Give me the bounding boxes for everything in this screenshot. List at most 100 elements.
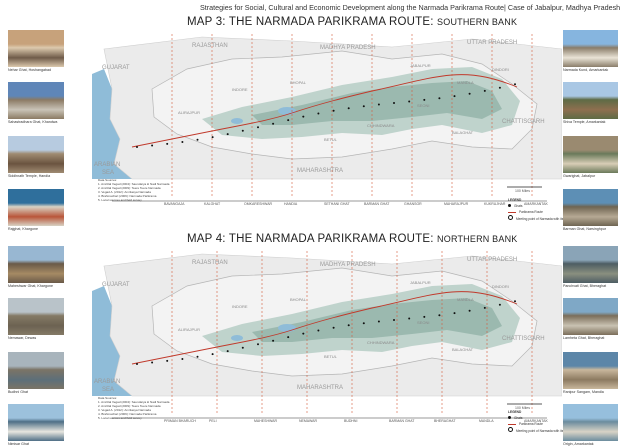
ghat-point xyxy=(272,339,275,342)
right-photo xyxy=(563,246,618,283)
left-photo-caption: Nemawar, Dewas xyxy=(8,336,37,340)
state-label-rajasthan: RAJASTHAN xyxy=(192,260,228,266)
ghat-point xyxy=(196,355,199,358)
ghat-point xyxy=(181,358,184,360)
map4-svg: PRIMAN BHARUCH PELI MAHESHWAR NEMAWAR BUDHNI… xyxy=(92,251,562,423)
ghat-point xyxy=(196,138,199,141)
ghat-point xyxy=(136,363,138,365)
ghat-point xyxy=(347,107,350,110)
ghat-point xyxy=(393,319,395,321)
ghat-point xyxy=(166,359,169,362)
state-label-gujarat: GUJARAT xyxy=(102,65,130,71)
ghat-point xyxy=(377,320,380,323)
ghat-point xyxy=(226,350,229,353)
ghat-point xyxy=(257,343,259,346)
city-label-seoni: SEONI xyxy=(417,103,429,108)
right-photo xyxy=(563,298,618,335)
ghat-photo-image xyxy=(8,352,64,389)
sea-label-sea: SEA xyxy=(102,387,114,393)
ghat-point xyxy=(241,346,244,349)
map3-notes: Data Sources: 1. Amritlal Vegad (2004): … xyxy=(98,178,169,202)
city-label-balaghat: BALAGHAT xyxy=(452,130,474,135)
sea-label-arabian: ARABIAN xyxy=(94,379,120,385)
ghat-photo-image xyxy=(563,30,618,67)
ghat-label: BHERAGHAT xyxy=(434,419,456,423)
scale-label: 100 Miles xyxy=(515,406,530,410)
map4-notes-title: Data Sources: xyxy=(98,396,118,400)
state-label-rajasthan: RAJASTHAN xyxy=(192,43,228,49)
map4-title-sub: NORTHERN BANK xyxy=(437,234,518,244)
ghat-point xyxy=(317,112,320,115)
ghat-point xyxy=(453,312,456,315)
right-photo-caption: Gwarighat, Jabalpur xyxy=(563,174,596,178)
city-label-bhopal: BHOPAL xyxy=(290,297,307,302)
ghat-photo-image xyxy=(8,30,64,67)
city-label-dindori: DINDORI xyxy=(492,67,509,72)
sea-label-sea: SEA xyxy=(102,170,114,176)
left-photo xyxy=(8,82,64,119)
city-label-jabalpur: JABALPUR xyxy=(410,280,431,285)
map3-note-line: 3. Vegad A. (2012): Amritasya Narmada xyxy=(98,190,151,194)
map3-note-line: 1. Amritlal Vegad (2004): Saundarya ki N… xyxy=(98,182,170,186)
map3-legend-title: LEGEND xyxy=(508,198,522,202)
map4-note-line: 2. Amritlal Vegad (2009): Teere Teere Na… xyxy=(98,404,161,408)
city-label-balaghat: BALAGHAT xyxy=(452,347,474,352)
city-label-bhopal: BHOPAL xyxy=(290,80,307,85)
ghat-photo-image xyxy=(563,82,618,119)
right-photo-caption: Barman Ghat, Narsinghpur xyxy=(563,227,606,231)
map3-svg: BAVANGAJA KALGHAT OMKARESHWAR HANDIA SETHANI… xyxy=(92,34,562,206)
ghat-point xyxy=(272,122,275,125)
map4-legend-title: LEGEND xyxy=(508,410,522,414)
map3-title-main: MAP 3: THE NARMADA PARIKRAMA ROUTE: xyxy=(187,16,434,28)
right-photo xyxy=(563,30,618,67)
ghat-point xyxy=(498,86,501,89)
arabian-sea xyxy=(92,286,132,396)
ghat-point xyxy=(438,97,441,100)
legend-meeting: Meeting point of Narmada with its tribut… xyxy=(508,427,576,434)
left-photo-caption: Rajghat, Khargone xyxy=(8,227,38,231)
ghat-label: SETHANI GHAT xyxy=(324,202,350,206)
ghat-label: MAHARAJPUR xyxy=(444,202,469,206)
city-label-mandla: MANDLA xyxy=(457,297,474,302)
city-label-alirajpur: ALIRAJPUR xyxy=(178,327,200,332)
state-label-maharashtra: MAHARASHTRA xyxy=(297,385,343,391)
ghat-photo-image xyxy=(8,189,64,226)
ghat-photo-image xyxy=(563,189,618,226)
right-photo xyxy=(563,136,618,173)
city-label-chhindwara: CHHINDWARA xyxy=(367,123,395,128)
ghat-point xyxy=(257,126,259,129)
state-label-uttar-pradesh: UTTAR PRADESH xyxy=(467,257,517,263)
state-label-chattisgarh: CHATTISGARH xyxy=(502,119,545,125)
ghat-photo-image xyxy=(8,246,64,283)
legend-ghats: Ghats xyxy=(508,203,576,209)
map4-legend: LEGEND Ghats Parikrama Route Meeting poi… xyxy=(508,409,576,434)
city-label-alirajpur: ALIRAJPUR xyxy=(178,110,200,115)
map3-legend: LEGEND Ghats Parikrama Route Meeting poi… xyxy=(508,197,576,222)
ghat-point xyxy=(514,300,516,303)
ghat-point xyxy=(514,83,516,86)
ghat-photo-image xyxy=(563,352,618,389)
page-header: Strategies for Social, Cultural and Econ… xyxy=(200,3,621,12)
state-label-uttar-pradesh: UTTAR PRADESH xyxy=(467,40,517,46)
ghat-point xyxy=(483,306,486,309)
map4-note-line: 4. Brahmachari (2009): Narmada Parikrama xyxy=(98,412,157,416)
city-label-betul: BETUL xyxy=(324,354,338,359)
ghat-point xyxy=(181,141,184,143)
ghat-point xyxy=(408,100,411,103)
ghat-dot-icon xyxy=(508,416,511,419)
ghat-point xyxy=(468,92,471,95)
ghat-label: KALGHAT xyxy=(204,202,221,206)
state-label-chattisgarh: CHATTISGARH xyxy=(502,336,545,342)
ghat-point xyxy=(136,146,138,148)
map4-title-main: MAP 4: THE NARMADA PARIKRAMA ROUTE: xyxy=(187,233,434,245)
state-label-maharashtra: MAHARASHTRA xyxy=(297,168,343,174)
left-photo-caption: Sahastradhara Ghat, Khandwa xyxy=(8,120,58,124)
ghat-label: OMKARESHWAR xyxy=(244,202,273,206)
city-label-indore: INDORE xyxy=(232,304,248,309)
ghat-point xyxy=(498,303,501,306)
map4-title: MAP 4: THE NARMADA PARIKRAMA ROUTE: NORT… xyxy=(187,233,518,245)
ghat-point xyxy=(151,361,154,364)
ghat-point xyxy=(226,133,229,136)
ghat-photo-image xyxy=(563,298,618,335)
ghat-point xyxy=(151,144,154,147)
